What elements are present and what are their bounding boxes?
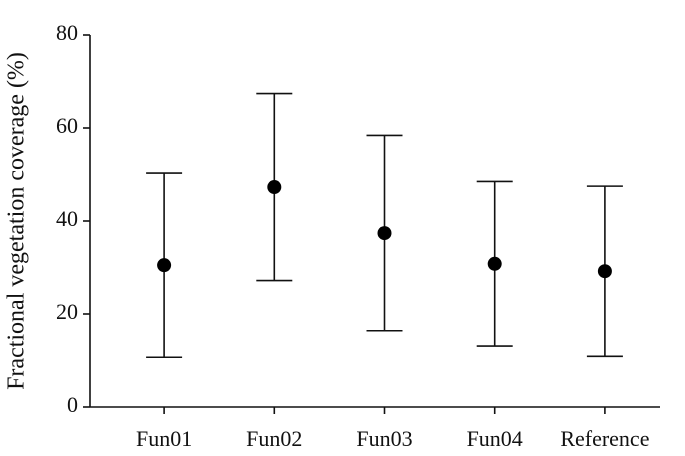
y-tick-label: 60 — [56, 113, 78, 138]
x-tick-label: Fun01 — [136, 426, 192, 451]
y-tick-label: 20 — [56, 299, 78, 324]
x-tick-label: Fun04 — [467, 426, 523, 451]
point — [487, 256, 502, 271]
point — [267, 180, 282, 195]
x-tick-label: Reference — [560, 426, 649, 451]
x-tick-label: Fun02 — [246, 426, 302, 451]
y-tick-label: 0 — [67, 392, 78, 417]
y-tick-label: 80 — [56, 20, 78, 45]
point — [157, 258, 172, 273]
y-tick-label: 40 — [56, 206, 78, 231]
y-axis-label: Fractional vegetation coverage (%) — [4, 52, 30, 390]
x-tick-label: Fun03 — [356, 426, 412, 451]
point — [597, 264, 612, 279]
point — [377, 226, 392, 241]
